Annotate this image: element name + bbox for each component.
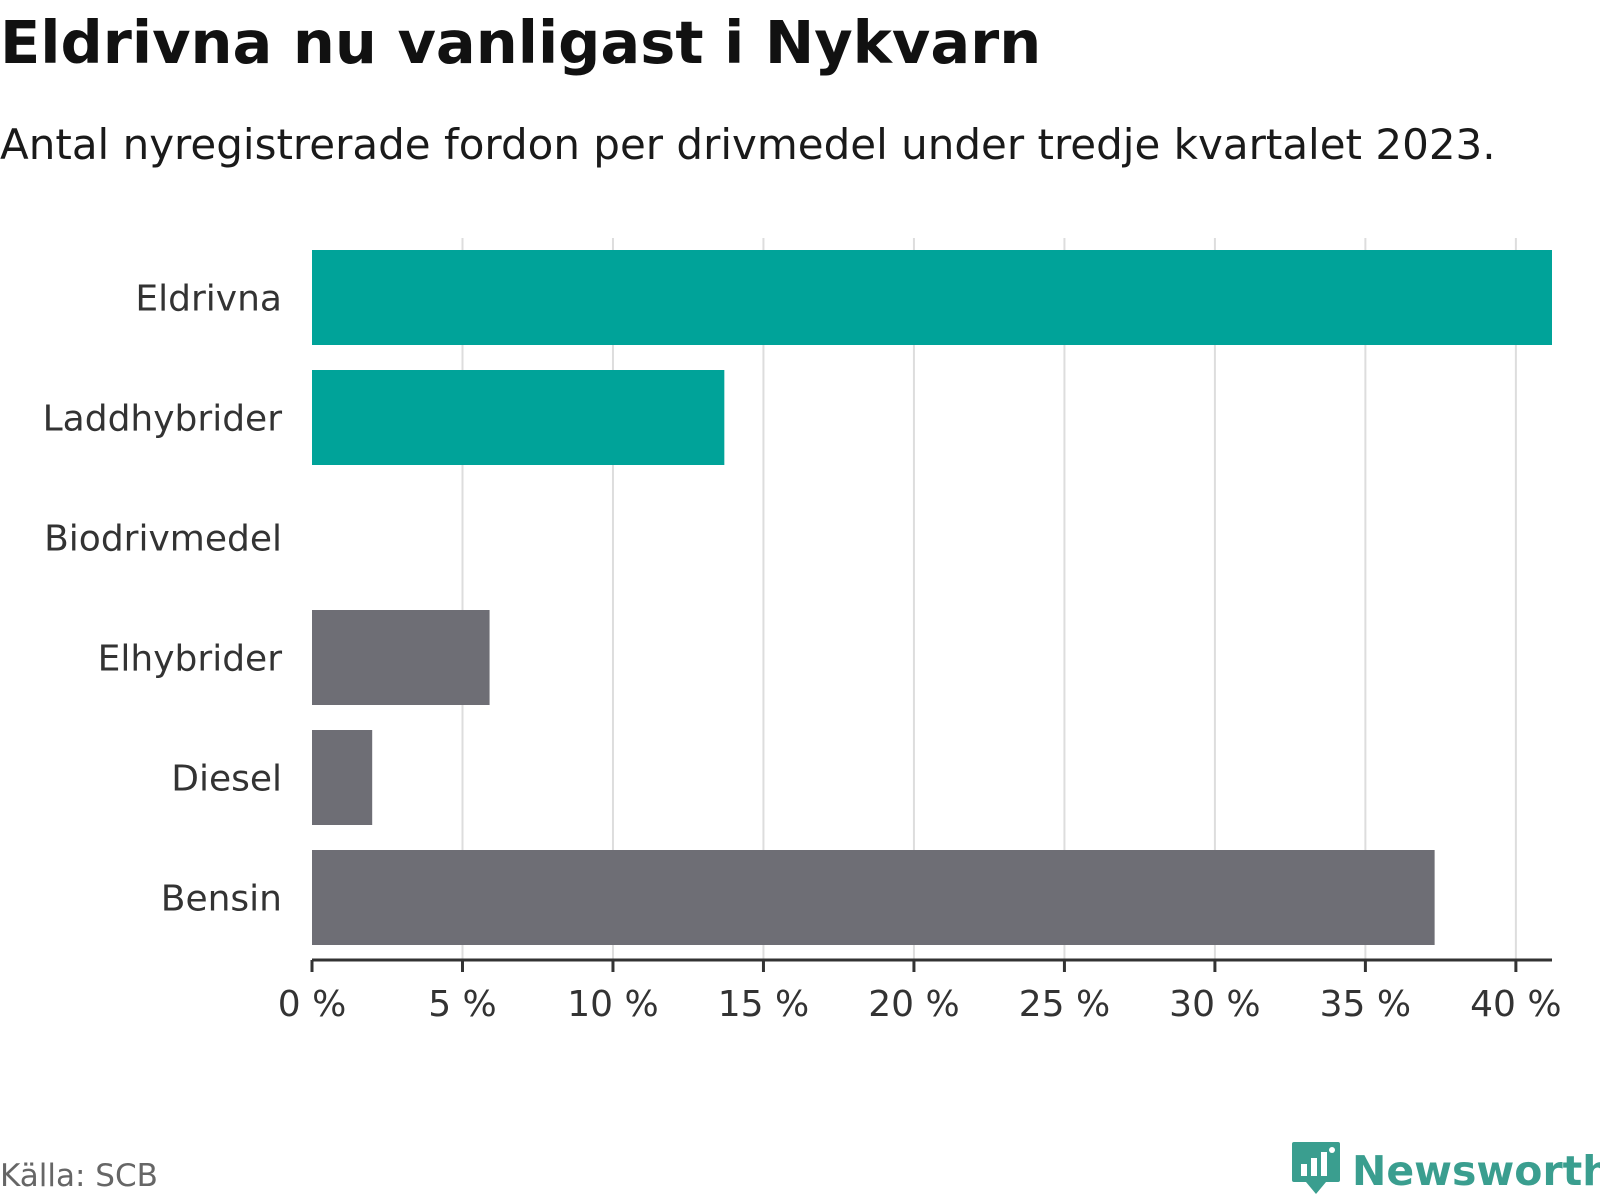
x-tick-label: 20 % <box>868 984 959 1025</box>
bar-eldrivna <box>312 250 1552 345</box>
bar-diesel <box>312 730 373 825</box>
chart-subtitle: Antal nyregistrerade fordon per drivmede… <box>0 120 1496 169</box>
category-label: Laddhybrider <box>43 399 283 440</box>
x-axis: 0 % 5 % 10 % 15 % 20 % 25 % 30 % 35 % 40 % <box>278 958 1562 1025</box>
category-label: Biodrivmedel <box>44 519 282 560</box>
bar-laddhybrider <box>312 370 725 465</box>
brand-name: Newsworthy <box>1352 1147 1600 1195</box>
bars <box>312 250 1552 945</box>
source-label: Källa: SCB <box>0 1158 158 1194</box>
x-tick-label: 25 % <box>1019 984 1110 1025</box>
x-tick-label: 35 % <box>1320 984 1411 1025</box>
chart-title: Eldrivna nu vanligast i Nykvarn <box>0 8 1042 77</box>
x-tick-label: 15 % <box>718 984 809 1025</box>
category-label: Elhybrider <box>98 639 283 680</box>
x-tick-label: 0 % <box>278 984 347 1025</box>
newsworthy-logo-icon <box>1290 1140 1342 1202</box>
x-tick-label: 40 % <box>1470 984 1561 1025</box>
category-label: Bensin <box>161 879 282 920</box>
category-labels: Eldrivna Laddhybrider Biodrivmedel Elhybrid… <box>43 279 283 920</box>
x-tick-label: 5 % <box>428 984 497 1025</box>
category-label: Diesel <box>171 759 282 800</box>
x-tick-label: 10 % <box>567 984 658 1025</box>
brand-logo: Newsworthy <box>1290 1140 1600 1202</box>
x-tick-label: 30 % <box>1169 984 1260 1025</box>
bar-chart: Eldrivna Laddhybrider Biodrivmedel Elhybrid… <box>43 238 1562 1025</box>
bar-bensin <box>312 850 1435 945</box>
category-label: Eldrivna <box>135 279 282 320</box>
grid-lines <box>461 238 1517 960</box>
bar-elhybrider <box>312 610 490 705</box>
